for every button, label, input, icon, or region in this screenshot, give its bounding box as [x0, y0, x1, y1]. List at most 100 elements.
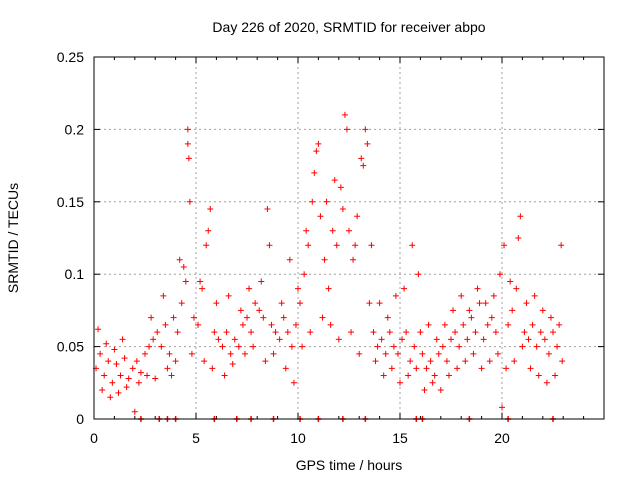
data-point — [180, 263, 187, 270]
data-point — [501, 242, 508, 249]
data-point — [166, 350, 173, 357]
data-point — [358, 155, 365, 162]
data-point — [468, 314, 475, 321]
x-tick-label: 5 — [192, 430, 200, 446]
data-point — [360, 162, 367, 169]
data-point — [531, 292, 538, 299]
data-point — [182, 278, 189, 285]
data-point — [376, 300, 383, 307]
data-point — [203, 242, 210, 249]
data-point — [237, 307, 244, 314]
data-point — [170, 314, 177, 321]
data-point — [260, 314, 267, 321]
data-point — [131, 408, 138, 415]
data-point — [554, 343, 561, 350]
data-point — [390, 343, 397, 350]
data-point — [403, 329, 410, 336]
data-point — [513, 285, 520, 292]
data-point — [415, 271, 422, 278]
data-point — [441, 321, 448, 328]
x-axis-label: GPS time / hours — [296, 457, 403, 473]
data-point — [235, 343, 242, 350]
data-point — [205, 227, 212, 234]
data-point — [221, 372, 228, 379]
data-point — [350, 256, 357, 263]
data-point — [539, 307, 546, 314]
data-point — [352, 242, 359, 249]
data-point — [231, 336, 238, 343]
data-point — [356, 350, 363, 357]
data-point — [372, 358, 379, 365]
data-point — [301, 271, 308, 278]
data-point — [348, 329, 355, 336]
data-point — [486, 358, 493, 365]
data-point — [533, 343, 540, 350]
data-point — [521, 329, 528, 336]
data-point — [185, 155, 192, 162]
data-point — [133, 358, 140, 365]
data-point — [150, 336, 157, 343]
data-point — [476, 300, 483, 307]
data-point — [184, 140, 191, 147]
data-point — [146, 343, 153, 350]
data-point — [199, 285, 206, 292]
data-point — [323, 198, 330, 205]
data-point — [335, 336, 342, 343]
data-point — [272, 329, 279, 336]
data-point — [262, 358, 269, 365]
data-point — [399, 336, 406, 343]
data-point — [99, 387, 106, 394]
data-point — [559, 358, 566, 365]
data-point — [397, 379, 403, 386]
data-point — [123, 384, 130, 391]
data-point — [425, 321, 432, 328]
data-point — [184, 126, 191, 133]
data-point — [317, 213, 324, 220]
data-point — [297, 300, 304, 307]
data-point — [284, 329, 291, 336]
data-point — [331, 177, 338, 184]
data-point — [525, 336, 532, 343]
data-point — [535, 372, 542, 379]
data-point — [496, 271, 503, 278]
data-point — [270, 350, 277, 357]
data-point — [244, 314, 250, 321]
data-point — [303, 227, 310, 234]
y-axis-label: SRMTID / TECUs — [5, 183, 21, 293]
data-point — [411, 343, 418, 350]
data-point — [488, 314, 495, 321]
data-point — [384, 314, 391, 321]
data-point — [107, 394, 114, 401]
chart-title: Day 226 of 2020, SRMTID for receiver abp… — [212, 19, 485, 35]
axes: 0 0.05 0.1 0.15 0.2 0.25 0 5 10 15 20 — [57, 49, 604, 446]
data-point — [142, 350, 148, 357]
data-point — [172, 358, 179, 365]
data-point — [219, 343, 226, 350]
data-point — [364, 140, 371, 147]
data-point — [433, 336, 440, 343]
data-point — [137, 369, 144, 376]
data-point — [423, 365, 430, 372]
data-point — [478, 365, 485, 372]
data-point — [158, 343, 165, 350]
plot-frame — [93, 56, 605, 420]
data-point — [248, 329, 255, 336]
data-point — [354, 213, 361, 220]
data-point — [448, 336, 454, 343]
data-point — [492, 329, 499, 336]
data-point — [431, 372, 438, 379]
data-point — [213, 300, 220, 307]
grid-lines — [94, 57, 604, 419]
data-point — [556, 321, 563, 328]
data-point — [246, 285, 253, 292]
data-point — [313, 148, 320, 155]
data-point — [215, 336, 222, 343]
data-point — [545, 350, 552, 357]
data-point — [435, 350, 442, 357]
data-point — [474, 285, 481, 292]
data-point — [329, 227, 336, 234]
data-point — [290, 379, 297, 386]
data-point — [505, 321, 512, 328]
